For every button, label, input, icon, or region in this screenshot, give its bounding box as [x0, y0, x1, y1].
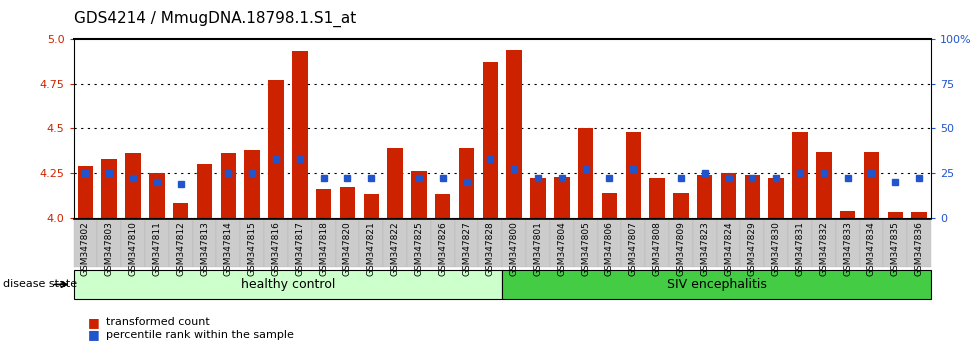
- Bar: [482, 62, 498, 218]
- Bar: [602, 193, 617, 218]
- Text: GSM347800: GSM347800: [510, 221, 518, 276]
- Text: GSM347823: GSM347823: [701, 221, 710, 276]
- Bar: [220, 153, 236, 218]
- Text: GSM347810: GSM347810: [128, 221, 137, 276]
- Bar: [77, 166, 93, 218]
- Text: GSM347804: GSM347804: [558, 221, 566, 276]
- Text: GSM347818: GSM347818: [319, 221, 328, 276]
- Text: GSM347820: GSM347820: [343, 221, 352, 276]
- Text: GSM347824: GSM347824: [724, 221, 733, 275]
- Bar: [673, 193, 689, 218]
- Bar: [292, 51, 308, 218]
- Text: SIV encephalitis: SIV encephalitis: [666, 278, 766, 291]
- Text: GSM347801: GSM347801: [533, 221, 543, 276]
- Text: disease state: disease state: [3, 279, 77, 290]
- Bar: [149, 173, 165, 218]
- Bar: [863, 152, 879, 218]
- Text: GSM347815: GSM347815: [248, 221, 257, 276]
- Bar: [364, 194, 379, 218]
- Text: GSM347834: GSM347834: [867, 221, 876, 276]
- Text: GSM347833: GSM347833: [843, 221, 853, 276]
- Bar: [197, 164, 213, 218]
- Text: GSM347821: GSM347821: [367, 221, 375, 276]
- Text: GSM347808: GSM347808: [653, 221, 662, 276]
- Text: transformed count: transformed count: [106, 317, 210, 327]
- Bar: [435, 194, 451, 218]
- Text: GSM347831: GSM347831: [796, 221, 805, 276]
- Text: GSM347814: GSM347814: [223, 221, 233, 276]
- Bar: [745, 175, 760, 218]
- Bar: [125, 153, 141, 218]
- Text: ■: ■: [88, 328, 100, 341]
- Text: GSM347803: GSM347803: [105, 221, 114, 276]
- Bar: [459, 148, 474, 218]
- Bar: [102, 159, 117, 218]
- Text: GSM347809: GSM347809: [676, 221, 685, 276]
- Bar: [316, 189, 331, 218]
- Text: GSM347805: GSM347805: [581, 221, 590, 276]
- Bar: [816, 152, 832, 218]
- Text: GSM347829: GSM347829: [748, 221, 757, 276]
- Text: GSM347825: GSM347825: [415, 221, 423, 276]
- Bar: [412, 171, 426, 218]
- Text: GSM347806: GSM347806: [605, 221, 613, 276]
- Bar: [888, 212, 903, 218]
- Bar: [911, 212, 927, 218]
- Bar: [721, 173, 736, 218]
- Bar: [507, 50, 522, 218]
- Bar: [578, 129, 593, 218]
- Text: GSM347822: GSM347822: [391, 221, 400, 275]
- Text: GSM347812: GSM347812: [176, 221, 185, 276]
- Bar: [387, 148, 403, 218]
- Bar: [554, 177, 569, 218]
- Text: ■: ■: [88, 316, 100, 329]
- Text: GDS4214 / MmugDNA.18798.1.S1_at: GDS4214 / MmugDNA.18798.1.S1_at: [74, 11, 356, 27]
- Bar: [768, 178, 784, 218]
- Text: GSM347811: GSM347811: [152, 221, 162, 276]
- Bar: [172, 204, 188, 218]
- Text: GSM347827: GSM347827: [462, 221, 471, 276]
- Text: GSM347802: GSM347802: [81, 221, 90, 276]
- Text: GSM347830: GSM347830: [771, 221, 781, 276]
- Bar: [625, 132, 641, 218]
- Text: GSM347807: GSM347807: [629, 221, 638, 276]
- Text: percentile rank within the sample: percentile rank within the sample: [106, 330, 294, 339]
- Bar: [269, 80, 283, 218]
- Text: GSM347826: GSM347826: [438, 221, 447, 276]
- Bar: [340, 187, 355, 218]
- Text: GSM347817: GSM347817: [295, 221, 304, 276]
- Bar: [530, 178, 546, 218]
- Text: healthy control: healthy control: [241, 278, 335, 291]
- Bar: [840, 211, 856, 218]
- Text: GSM347835: GSM347835: [891, 221, 900, 276]
- Bar: [650, 178, 664, 218]
- Text: GSM347828: GSM347828: [486, 221, 495, 276]
- Bar: [792, 132, 808, 218]
- Text: GSM347836: GSM347836: [914, 221, 923, 276]
- Text: GSM347816: GSM347816: [271, 221, 280, 276]
- Text: GSM347832: GSM347832: [819, 221, 828, 276]
- Text: GSM347813: GSM347813: [200, 221, 209, 276]
- Bar: [697, 175, 712, 218]
- Bar: [244, 150, 260, 218]
